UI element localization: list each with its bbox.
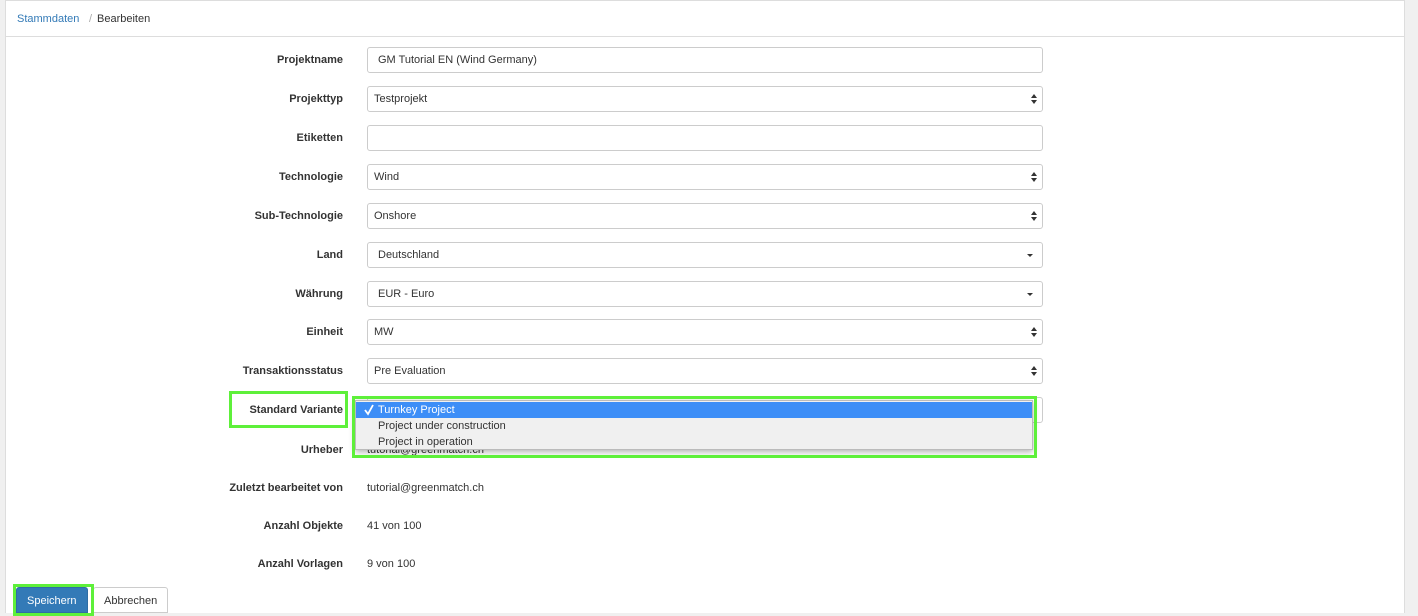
- highlight: [13, 584, 94, 616]
- field-label: Etiketten: [296, 132, 343, 144]
- breadcrumb-separator: /: [89, 13, 93, 25]
- select[interactable]: EUR - Euro: [367, 281, 1043, 307]
- text-input[interactable]: [367, 125, 1043, 151]
- field-label: Sub-Technologie: [254, 210, 343, 222]
- field-label: Anzahl Vorlagen: [257, 558, 343, 570]
- cancel-button[interactable]: Abbrechen: [93, 587, 169, 613]
- select-arrow: [1026, 249, 1034, 264]
- dropdown-option[interactable]: Project in operation: [356, 434, 1032, 450]
- field-value: GM Tutorial EN (Wind Germany): [378, 54, 537, 66]
- field-value: 9 von 100: [367, 558, 416, 570]
- select[interactable]: Testprojekt: [367, 86, 1043, 112]
- field-value: MW: [374, 326, 394, 338]
- select[interactable]: Deutschland: [367, 242, 1043, 268]
- field-label: Projekttyp: [289, 93, 343, 105]
- field-value: Pre Evaluation: [374, 365, 446, 377]
- option-text: Turnkey Project: [378, 404, 455, 416]
- highlight: [229, 391, 348, 428]
- text-input[interactable]: GM Tutorial EN (Wind Germany): [367, 47, 1043, 73]
- field-value: Onshore: [374, 210, 417, 222]
- field-value: 41 von 100: [367, 520, 422, 532]
- field-value: EUR - Euro: [378, 288, 435, 300]
- option-text: Project under construction: [378, 420, 506, 432]
- select[interactable]: MW: [367, 319, 1043, 345]
- field-label: Urheber: [300, 444, 343, 456]
- field-label: Standard Variante: [249, 404, 343, 416]
- field-label: Projektname: [276, 54, 343, 66]
- field-value: tutorial@greenmatch.ch: [367, 482, 484, 494]
- save-button[interactable]: Speichern: [16, 587, 88, 613]
- field-value: Deutschland: [378, 249, 440, 261]
- select-arrow: [1030, 171, 1038, 186]
- select-arrow: [1030, 93, 1038, 108]
- field-label: Einheit: [306, 326, 343, 338]
- dropdown-option[interactable]: Turnkey Project: [356, 402, 1032, 418]
- select-arrow: [1026, 288, 1034, 303]
- field-label: Technologie: [279, 171, 343, 183]
- select[interactable]: Wind: [367, 164, 1043, 190]
- field-label: Land: [316, 249, 343, 261]
- field-value: Testprojekt: [374, 93, 428, 105]
- option-text: Project in operation: [378, 436, 473, 448]
- dropdown-option[interactable]: Project under construction: [356, 418, 1032, 434]
- field-value: Wind: [374, 171, 400, 183]
- field-label: Transaktionsstatus: [242, 365, 343, 377]
- breadcrumb: Stammdaten / Bearbeiten: [6, 1, 1404, 37]
- select[interactable]: Pre Evaluation: [367, 358, 1043, 384]
- breadcrumb-link[interactable]: Stammdaten: [17, 13, 80, 25]
- field-label: Anzahl Objekte: [263, 520, 343, 532]
- highlight: [352, 396, 1037, 458]
- field-label: Zuletzt bearbeitet von: [229, 482, 343, 494]
- dropdown: Turnkey Project Project under constructi…: [355, 400, 1033, 450]
- select-arrow: [1030, 365, 1038, 380]
- select-arrow: [1030, 210, 1038, 225]
- check-icon: [364, 404, 374, 416]
- field-label: Währung: [295, 288, 343, 300]
- breadcrumb-current: Bearbeiten: [97, 13, 151, 25]
- select[interactable]: Onshore: [367, 203, 1043, 229]
- select-arrow: [1030, 326, 1038, 341]
